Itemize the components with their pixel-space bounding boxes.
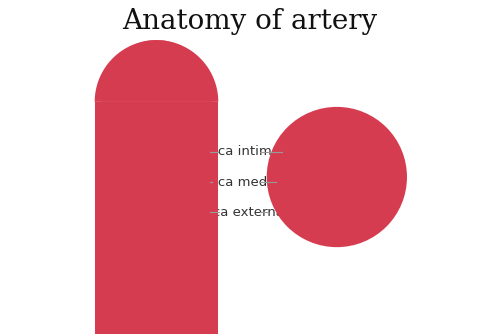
Circle shape [280,121,393,233]
Polygon shape [106,40,206,90]
Polygon shape [102,40,212,95]
Polygon shape [123,73,190,334]
Polygon shape [102,95,212,334]
Circle shape [275,115,398,239]
Text: Tunica intima: Tunica intima [190,146,280,158]
Circle shape [302,142,372,212]
Text: Tunica externa: Tunica externa [186,206,284,218]
Circle shape [288,128,386,226]
Polygon shape [94,40,218,102]
Text: Anatomy of artery: Anatomy of artery [122,8,378,35]
Polygon shape [94,102,218,334]
Polygon shape [123,40,190,73]
Circle shape [284,124,390,230]
Polygon shape [104,40,210,93]
Polygon shape [106,90,206,334]
Circle shape [266,107,407,247]
Text: Tunica media: Tunica media [191,176,279,188]
Polygon shape [104,93,210,334]
